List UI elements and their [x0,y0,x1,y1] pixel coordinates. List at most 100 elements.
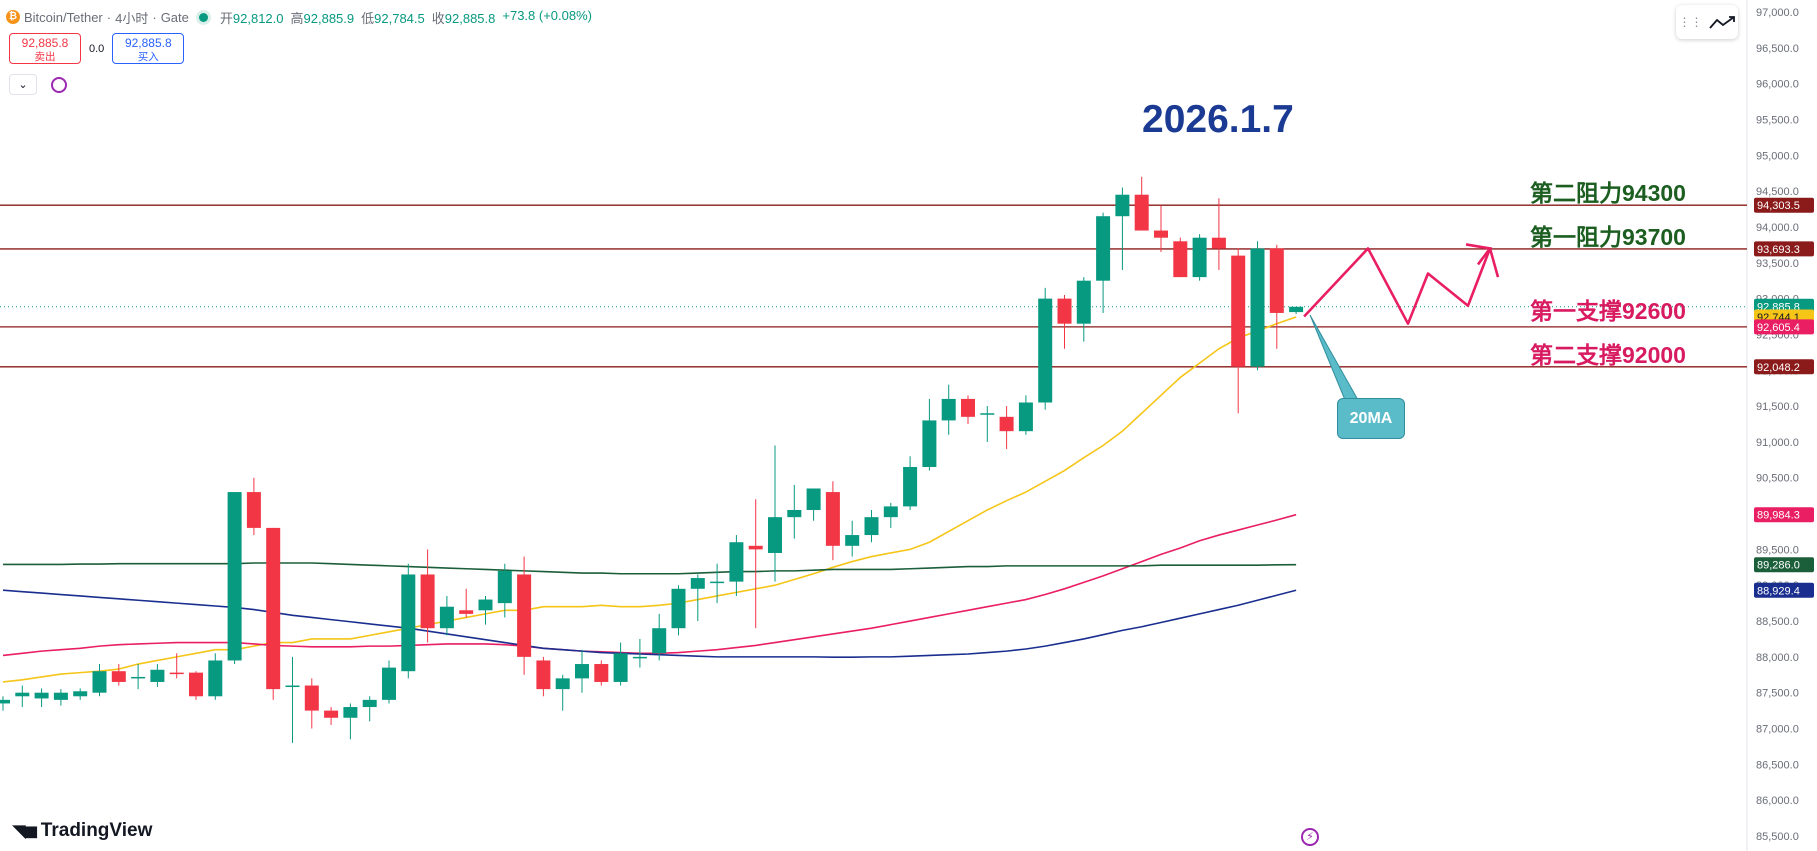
candle-body [652,628,667,654]
ma-line-navy [2,589,1297,659]
support-2-label: 第二支撑92000 [1530,342,1686,368]
axis-tick-label: 94,000.0 [1756,222,1799,234]
axis-tick-label: 96,000.0 [1756,79,1799,91]
candle-body [536,660,551,690]
ma-line-20ma [2,316,1297,683]
price-badge-label: 89,286.0 [1757,560,1800,572]
candle-body [53,692,68,700]
candle-body [555,678,570,690]
candle-body [246,492,261,528]
sell-button[interactable]: 92,885.8 卖出 [9,33,81,64]
chevron-down-icon[interactable]: ⌄ [9,74,37,95]
candle-body [401,574,416,672]
candle-body [1057,298,1072,324]
candle-body [34,692,49,699]
support-1-label: 第一支撑92600 [1530,298,1686,324]
axis-tick-label: 86,500.0 [1756,759,1799,771]
axis-tick-label: 95,500.0 [1756,114,1799,126]
axis-tick-label: 88,000.0 [1756,652,1799,664]
candle-body [864,517,879,536]
candle-body [1154,230,1168,238]
candle-body [710,581,725,584]
candle-body [208,660,223,697]
candle-body [285,685,300,688]
change-value: +73.8 (+0.08%) [502,7,592,23]
candle-body [343,707,358,718]
candle-body [922,420,937,467]
price-badge-label: 88,929.4 [1757,585,1800,597]
market-status-icon [198,12,208,22]
candle-body [1192,237,1207,278]
legend-controls: ⌄ [9,74,67,95]
candle-body [362,699,377,708]
axis-tick-label: 86,000.0 [1756,795,1799,807]
candle-body [748,545,763,550]
axis-tick-label: 94,500.0 [1756,186,1799,198]
axis-tick-label: 91,500.0 [1756,401,1799,413]
candle-body [111,671,126,682]
candle-body [382,667,396,700]
price-badges: 94,303.593,693.392,885.803:55:4592,744.1… [1754,197,1814,598]
bitcoin-icon: ₿ [6,10,20,24]
axis-tick-label: 95,000.0 [1756,150,1799,162]
candle-body [1269,248,1284,313]
candle-body [1173,241,1188,278]
tradingview-icon: ◥◼ [12,820,39,841]
interval[interactable]: 4小时 [115,10,149,26]
price-badge-label: 94,303.5 [1757,200,1800,212]
price-badge [1754,319,1814,335]
candle-body [439,606,454,629]
tradingview-logo[interactable]: ◥◼ TradingView [12,820,153,841]
candle-body [999,416,1014,432]
candle-body [1018,402,1033,432]
candle-body [806,488,821,510]
price-badge-label: 93,693.3 [1757,244,1800,256]
candle-body [517,574,532,657]
candle-body [420,574,435,629]
axis-tick-label: 96,500.0 [1756,43,1799,55]
high-value: 92,885.9 [303,10,355,26]
flash-icon[interactable]: ⚡ [1301,828,1319,846]
candle-body [459,610,474,614]
candle-body [0,699,10,704]
floating-toolbar[interactable]: ⋮⋮ [1676,5,1738,39]
symbol-header[interactable]: ₿ Bitcoin/Tether · 4小时 · Gate 开92,812.0 … [6,7,592,27]
candle-body [92,671,107,693]
spread-value: 0.0 [89,42,105,55]
axis-tick-label: 88,500.0 [1756,616,1799,628]
candle-body [497,570,512,604]
buy-button[interactable]: 92,885.8 买入 [112,33,185,64]
candle-body [1038,298,1053,403]
date-title: 2026.1.7 [1142,98,1294,141]
sync-icon[interactable] [51,76,67,93]
axis-tick-label: 90,500.0 [1756,473,1799,485]
drag-handle-icon[interactable]: ⋮⋮ [1678,15,1703,29]
candle-body [825,492,840,546]
candle-body [594,664,609,682]
trade-panel: 92,885.8 卖出 0.0 92,885.8 买入 [9,33,185,64]
candles [0,176,1304,743]
candle-body [1096,216,1111,281]
symbol-name[interactable]: Bitcoin/Tether [24,9,103,25]
candle-body [304,685,319,711]
candle-body [903,466,918,507]
exchange: Gate [160,9,189,25]
axis-tick-label: 93,500.0 [1756,258,1799,270]
axis-tick-label: 87,500.0 [1756,688,1799,700]
candle-body [671,588,686,629]
trend-chart-icon[interactable] [1708,14,1736,30]
candle-body [1231,255,1246,367]
candle-body [1134,194,1149,231]
candle-body [266,527,281,690]
projection-arrowhead [1465,243,1493,266]
axis-tick-label: 91,000.0 [1756,437,1799,449]
candle-body [1076,280,1091,324]
price-badge-label: 92,605.4 [1757,322,1800,334]
axis-tick-label: 85,500.0 [1756,831,1799,843]
candle-body [1250,248,1265,367]
ma20-callout[interactable]: 20MA [1337,398,1405,439]
price-badge [1754,582,1814,598]
candle-body [189,672,203,697]
ohlc-values: 开92,812.0 高92,885.9 低92,784.5 收92,885.8 … [219,7,592,26]
